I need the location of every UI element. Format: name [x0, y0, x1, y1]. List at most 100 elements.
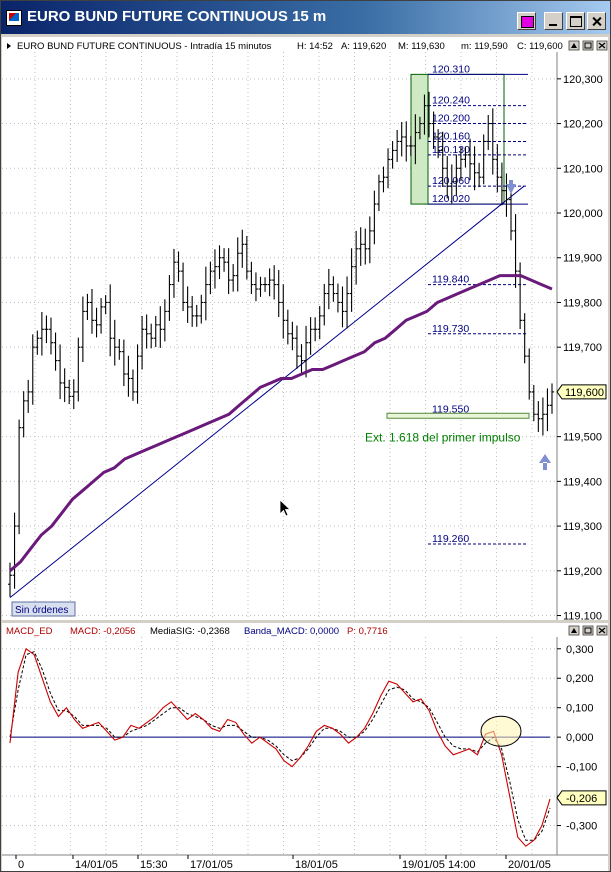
price-tick-label: 120,000 [563, 208, 603, 220]
fib-level-label: 120.020 [432, 193, 470, 205]
close-button[interactable] [587, 12, 606, 30]
target-zone [386, 412, 530, 419]
p-value: P: 0,7716 [347, 626, 388, 637]
fib-level-label: 120.060 [432, 175, 470, 187]
maximize-button[interactable] [566, 12, 585, 30]
price-bar [181, 262, 186, 312]
price-bar [249, 261, 254, 294]
price-tick-label: 120,200 [563, 119, 603, 131]
title-bar[interactable]: EURO BUND FUTURE CONTINUOUS 15 m [1, 1, 610, 34]
price-bar [294, 325, 299, 369]
price-bar [335, 283, 340, 313]
price-bar [39, 311, 44, 356]
price-bar [518, 262, 523, 330]
down-arrow-icon [506, 180, 516, 194]
last-price-label: 119,600 [565, 387, 604, 399]
fib-level-label: 119.840 [432, 274, 469, 286]
instrument-name: EURO BUND FUTURE CONTINUOUS - Intradía 1… [17, 41, 272, 52]
price-tick-label: 119,900 [563, 253, 602, 265]
price-bar [540, 397, 545, 436]
price-tick-label: 120,100 [563, 163, 603, 175]
price-bar [299, 344, 304, 373]
price-panel-background [2, 37, 608, 620]
price-bar [167, 275, 172, 321]
orders-badge-label: Sin órdenes [15, 605, 68, 616]
fib-level-label: 120.240 [432, 95, 470, 107]
price-bar [212, 249, 217, 289]
macd-axis: 0,3000,2000,1000,000-0,100-0,200-0,300-0… [556, 644, 607, 833]
band-value: Banda_MACD: 0,0000 [244, 626, 339, 637]
price-bar [80, 296, 85, 363]
price-bar [108, 284, 113, 357]
time-tick-label: 15:30 [140, 859, 168, 871]
price-bar [26, 379, 31, 413]
price-bar [440, 131, 445, 187]
info-high: M: 119,630 [398, 41, 445, 52]
price-tick-label: 119,700 [563, 342, 602, 354]
price-bar [130, 369, 135, 401]
price-tick-label: 119,100 [563, 611, 602, 623]
price-bar [367, 216, 372, 264]
price-bar [244, 235, 249, 280]
price-bar [345, 276, 350, 329]
price-bar [62, 368, 67, 403]
price-bar [463, 146, 468, 168]
window-title: EURO BUND FUTURE CONTINUOUS 15 m [27, 8, 327, 25]
up-arrow-icon [539, 454, 551, 470]
price-bar [99, 298, 104, 334]
price-bar [436, 129, 441, 159]
price-bar [194, 304, 199, 327]
minimize-button[interactable] [544, 12, 563, 30]
price-bar [112, 319, 117, 366]
price-bar [30, 334, 35, 405]
price-bar [21, 391, 26, 438]
macd-value: MACD: -0,2056 [70, 626, 135, 637]
price-bar [76, 337, 81, 402]
price-info-bar [2, 37, 608, 52]
price-bar [522, 313, 527, 364]
price-bar [149, 323, 154, 349]
price-collapse-icon[interactable] [7, 43, 11, 49]
price-bar [527, 348, 532, 400]
price-bar [8, 562, 12, 597]
price-bar [89, 288, 94, 334]
price-bar [190, 295, 195, 327]
price-bar [12, 512, 17, 589]
price-bar [431, 111, 436, 150]
price-bar [272, 265, 277, 300]
price-bar [53, 332, 58, 371]
price-bar [390, 141, 395, 169]
price-bar [185, 286, 190, 323]
time-axis [2, 855, 608, 871]
price-bar [376, 174, 381, 212]
price-bar [454, 154, 459, 196]
signal-value: MediaSIG: -0,2368 [150, 626, 230, 637]
price-bar [276, 270, 281, 317]
price-panel-controls[interactable] [568, 40, 608, 51]
macd-tick-label: -0,300 [566, 821, 597, 833]
macd-info-bar [2, 623, 608, 637]
price-bar [531, 384, 536, 422]
price-bar [399, 121, 404, 157]
price-bar [135, 344, 140, 404]
price-bars [8, 91, 554, 597]
price-axis: 120,300 120,200 120,100 120,000 119,900 119,8… [556, 74, 607, 623]
price-bar [331, 276, 336, 302]
orders-badge[interactable]: Sin órdenes [11, 601, 76, 617]
price-bar [176, 251, 181, 282]
crossover-highlight [480, 715, 522, 747]
price-bar [208, 261, 213, 295]
panel-separator[interactable] [2, 620, 608, 623]
price-tick-label: 119,300 [563, 521, 602, 533]
time-tick-label: 0 [18, 859, 24, 871]
info-low: m: 119,590 [461, 41, 508, 52]
macd-panel-controls[interactable] [568, 625, 608, 636]
price-bar [481, 134, 486, 185]
price-bar [386, 148, 391, 189]
price-bar [85, 293, 90, 321]
macd-panel [9, 647, 551, 847]
signal-line [9, 651, 551, 841]
price-bar [317, 305, 322, 340]
color-picker-button[interactable] [517, 12, 536, 30]
price-bar [203, 266, 208, 321]
